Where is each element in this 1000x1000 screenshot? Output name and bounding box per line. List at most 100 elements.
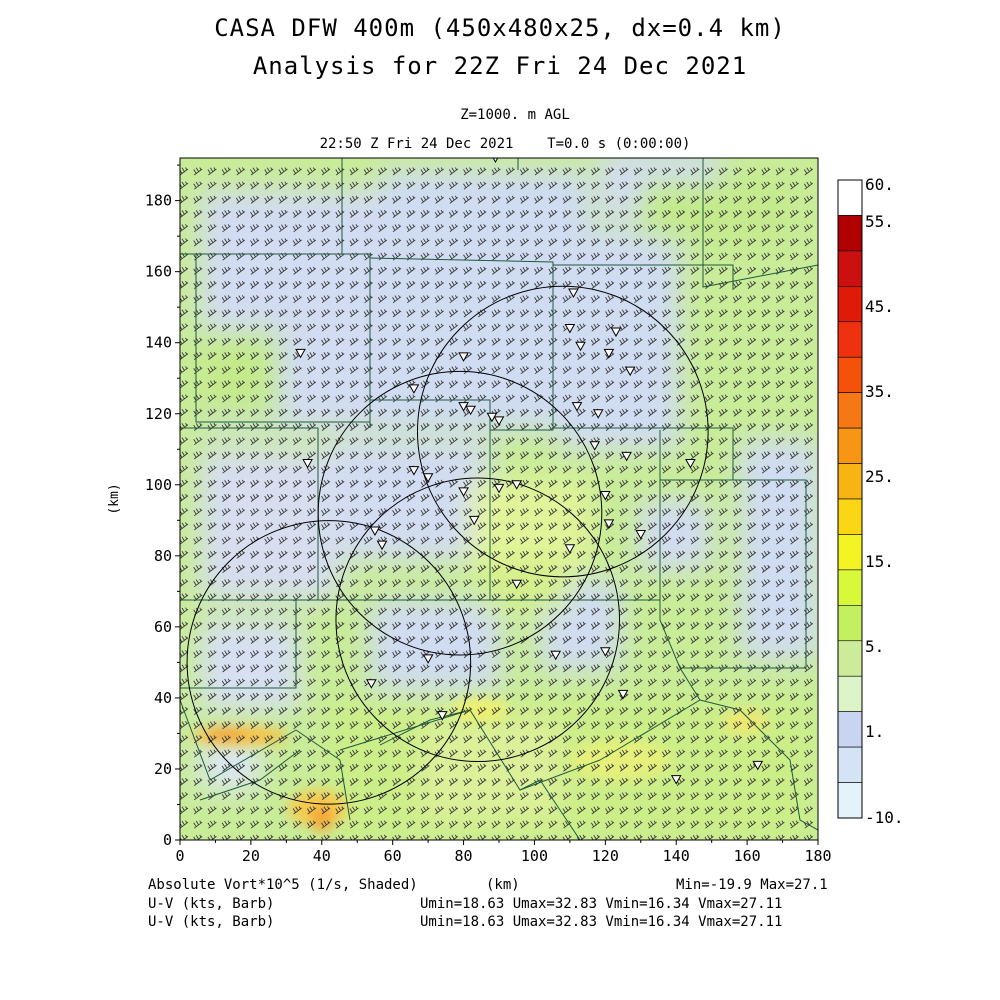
x-tick-label: 40 (313, 847, 331, 865)
colorbar-bin (837, 782, 863, 819)
station-marker (564, 544, 576, 554)
colorbar-bin (837, 605, 863, 642)
colorbar-frame (837, 179, 863, 819)
field-maxima (192, 698, 767, 832)
station-marker (670, 775, 682, 785)
colorbar-bin (837, 498, 863, 535)
radar-range-ring (317, 370, 603, 656)
station-marker (366, 679, 377, 689)
station-marker (621, 451, 632, 462)
station-marker (624, 366, 636, 377)
y-tick-label: 140 (145, 334, 172, 352)
colorbar-bin (837, 250, 863, 287)
y-tick-label: 160 (145, 263, 172, 281)
colorbar-bin (837, 711, 863, 748)
station-marker (369, 526, 381, 536)
colorbar-label: -10. (865, 808, 904, 827)
y-tick-label: 60 (154, 618, 172, 636)
x-tick-label: 20 (242, 847, 260, 865)
station-marker (592, 409, 604, 419)
station-marker (599, 647, 611, 657)
colorbar-bin (837, 356, 863, 393)
station-marker (568, 288, 579, 298)
colorbar-label: 1. (865, 722, 884, 741)
field-label: Absolute Vort*10^5 (1/s, Shaded) (148, 877, 418, 893)
valid-time-label: 22:50 Z Fri 24 Dec 2021 T=0.0 s (0:00:00… (319, 136, 691, 152)
station-marker (575, 341, 586, 352)
y-tick-label: 80 (154, 547, 172, 565)
level-label: Z=1000. m AGL (460, 107, 570, 123)
x-tick-label: 60 (384, 847, 402, 865)
station-marker (685, 458, 696, 469)
barb-label-1: U-V (kts, Barb) (148, 896, 275, 912)
colorbar-bin (837, 534, 863, 571)
county-boundaries (180, 158, 818, 840)
station-marker (436, 711, 448, 721)
colorbar-bin (837, 463, 863, 500)
x-tick-label: 140 (663, 847, 690, 865)
station-marker (376, 540, 388, 551)
x-unit-label: (km) (486, 877, 520, 893)
y-tick-label: 40 (154, 689, 172, 707)
colorbar-label: 35. (865, 382, 894, 401)
chart-subtitle: Analysis for 22Z Fri 24 Dec 2021 (252, 52, 748, 80)
vorticity-field (180, 158, 818, 840)
station-marker (589, 441, 601, 451)
colorbar-label: 60. (865, 175, 894, 194)
station-marker (599, 490, 611, 501)
station-marker (511, 579, 523, 590)
x-tick-label: 160 (734, 847, 761, 865)
station-marker (408, 466, 420, 476)
station-marker (635, 530, 647, 540)
barb-stats-1: Umin=18.63 Umax=32.83 Vmin=16.34 Vmax=27… (420, 896, 783, 912)
y-tick-label: 20 (154, 760, 172, 778)
station-markers (295, 158, 764, 785)
colorbar-label: 45. (865, 297, 894, 316)
y-tick-label: 0 (163, 831, 172, 849)
station-marker (486, 412, 498, 423)
wind-barb-grid (180, 167, 814, 840)
y-tick-label: 120 (145, 405, 172, 423)
station-marker (458, 487, 469, 497)
station-marker (550, 650, 562, 661)
station-marker (422, 654, 434, 664)
station-marker (492, 158, 499, 164)
station-marker (511, 480, 523, 490)
colorbar-bin (837, 215, 863, 252)
station-marker (458, 352, 469, 362)
colorbar-label: 15. (865, 552, 894, 571)
station-marker (458, 402, 469, 412)
station-marker (603, 519, 615, 529)
colorbar: 60. 55. 45. 35. 25. 15. 5. 1. -10. (837, 175, 904, 827)
wind-barbs (180, 167, 814, 840)
colorbar-label: 25. (865, 467, 894, 486)
colorbar-bin (837, 392, 863, 429)
station-marker (493, 416, 505, 426)
radar-range-rings (186, 285, 709, 805)
station-marker (465, 405, 476, 416)
colorbar-bin (837, 427, 863, 464)
colorbar-bin (837, 321, 863, 358)
station-marker (295, 348, 306, 359)
colorbar-bin (837, 286, 863, 323)
y-axis-label: (km) (107, 483, 122, 514)
station-marker (610, 327, 622, 338)
colorbar-bin (837, 640, 863, 677)
station-marker (571, 402, 583, 412)
colorbar-label: 55. (865, 212, 894, 231)
station-marker (408, 384, 420, 394)
min-max-label: Min=-19.9 Max=27.1 (676, 877, 828, 893)
radar-range-ring (186, 520, 472, 805)
x-tick-label: 100 (521, 847, 548, 865)
x-tick-label: 80 (455, 847, 473, 865)
axes: 0 20 40 60 80 100 120 140 160 180 0 20 40 60 80 100 120 1… (107, 164, 832, 865)
station-marker (302, 458, 313, 469)
colorbar-bin (837, 179, 863, 216)
colorbar-bin (837, 675, 863, 712)
x-tick-label: 180 (804, 847, 831, 865)
station-marker (617, 689, 629, 700)
x-tick-label: 120 (592, 847, 619, 865)
station-marker (603, 348, 615, 359)
x-tick-label: 0 (175, 847, 184, 865)
